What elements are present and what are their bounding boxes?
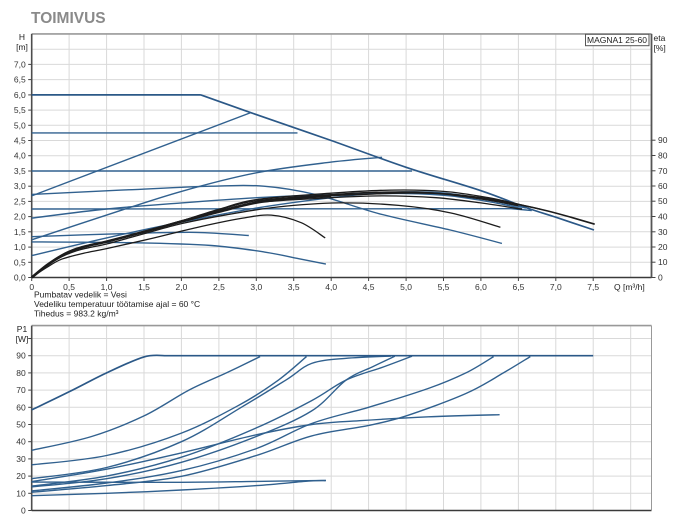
svg-text:3,0: 3,0 [14,181,26,191]
svg-text:0,5: 0,5 [63,282,75,292]
svg-text:4,0: 4,0 [14,151,26,161]
svg-text:60: 60 [16,402,26,412]
svg-text:80: 80 [658,151,668,161]
svg-text:6,0: 6,0 [475,282,487,292]
svg-text:Tihedus = 983.2 kg/m³: Tihedus = 983.2 kg/m³ [34,309,119,319]
svg-text:2,5: 2,5 [14,196,26,206]
svg-text:7,0: 7,0 [14,59,26,69]
svg-text:90: 90 [658,135,668,145]
svg-text:3,5: 3,5 [14,166,26,176]
svg-text:1,5: 1,5 [14,227,26,237]
svg-text:70: 70 [16,385,26,395]
svg-text:0: 0 [29,282,34,292]
svg-text:40: 40 [658,212,668,222]
svg-text:Vedeliku temperatuur töötamise: Vedeliku temperatuur töötamise ajal = 60… [34,299,200,309]
svg-text:20: 20 [16,471,26,481]
svg-text:60: 60 [658,181,668,191]
svg-text:[m]: [m] [16,42,28,52]
svg-text:5,5: 5,5 [438,282,450,292]
svg-text:70: 70 [658,166,668,176]
svg-text:Q [m³/h]: Q [m³/h] [614,282,645,292]
svg-text:4,5: 4,5 [363,282,375,292]
svg-text:50: 50 [16,420,26,430]
svg-text:MAGNA1 25-60: MAGNA1 25-60 [587,35,647,45]
svg-text:5,0: 5,0 [400,282,412,292]
svg-text:eta: eta [654,33,666,43]
svg-text:90: 90 [16,351,26,361]
svg-text:0,5: 0,5 [14,257,26,267]
svg-text:10: 10 [16,488,26,498]
svg-text:Pumbatav vedelik = Vesi: Pumbatav vedelik = Vesi [34,290,127,300]
svg-text:3,5: 3,5 [288,282,300,292]
svg-text:4,5: 4,5 [14,136,26,146]
svg-text:4,0: 4,0 [325,282,337,292]
svg-text:6,0: 6,0 [14,90,26,100]
svg-text:40: 40 [16,437,26,447]
svg-text:1,5: 1,5 [138,282,150,292]
svg-text:5,0: 5,0 [14,120,26,130]
svg-text:1,0: 1,0 [14,242,26,252]
svg-text:3,0: 3,0 [250,282,262,292]
svg-text:0: 0 [658,273,663,283]
svg-text:50: 50 [658,196,668,206]
svg-text:0,0: 0,0 [14,273,26,283]
svg-text:7,0: 7,0 [550,282,562,292]
svg-text:P1: P1 [17,324,28,334]
svg-text:2,0: 2,0 [175,282,187,292]
svg-text:0: 0 [21,506,26,516]
svg-text:H: H [19,32,25,42]
svg-text:[W]: [W] [16,334,29,344]
svg-text:20: 20 [658,242,668,252]
svg-text:6,5: 6,5 [512,282,524,292]
svg-text:1,0: 1,0 [101,282,113,292]
svg-text:30: 30 [658,227,668,237]
svg-text:80: 80 [16,368,26,378]
svg-text:10: 10 [658,257,668,267]
svg-text:2,5: 2,5 [213,282,225,292]
svg-text:[%]: [%] [654,43,666,53]
svg-text:5,5: 5,5 [14,105,26,115]
svg-text:7,5: 7,5 [587,282,599,292]
svg-text:30: 30 [16,454,26,464]
svg-text:6,5: 6,5 [14,75,26,85]
svg-text:2,0: 2,0 [14,212,26,222]
